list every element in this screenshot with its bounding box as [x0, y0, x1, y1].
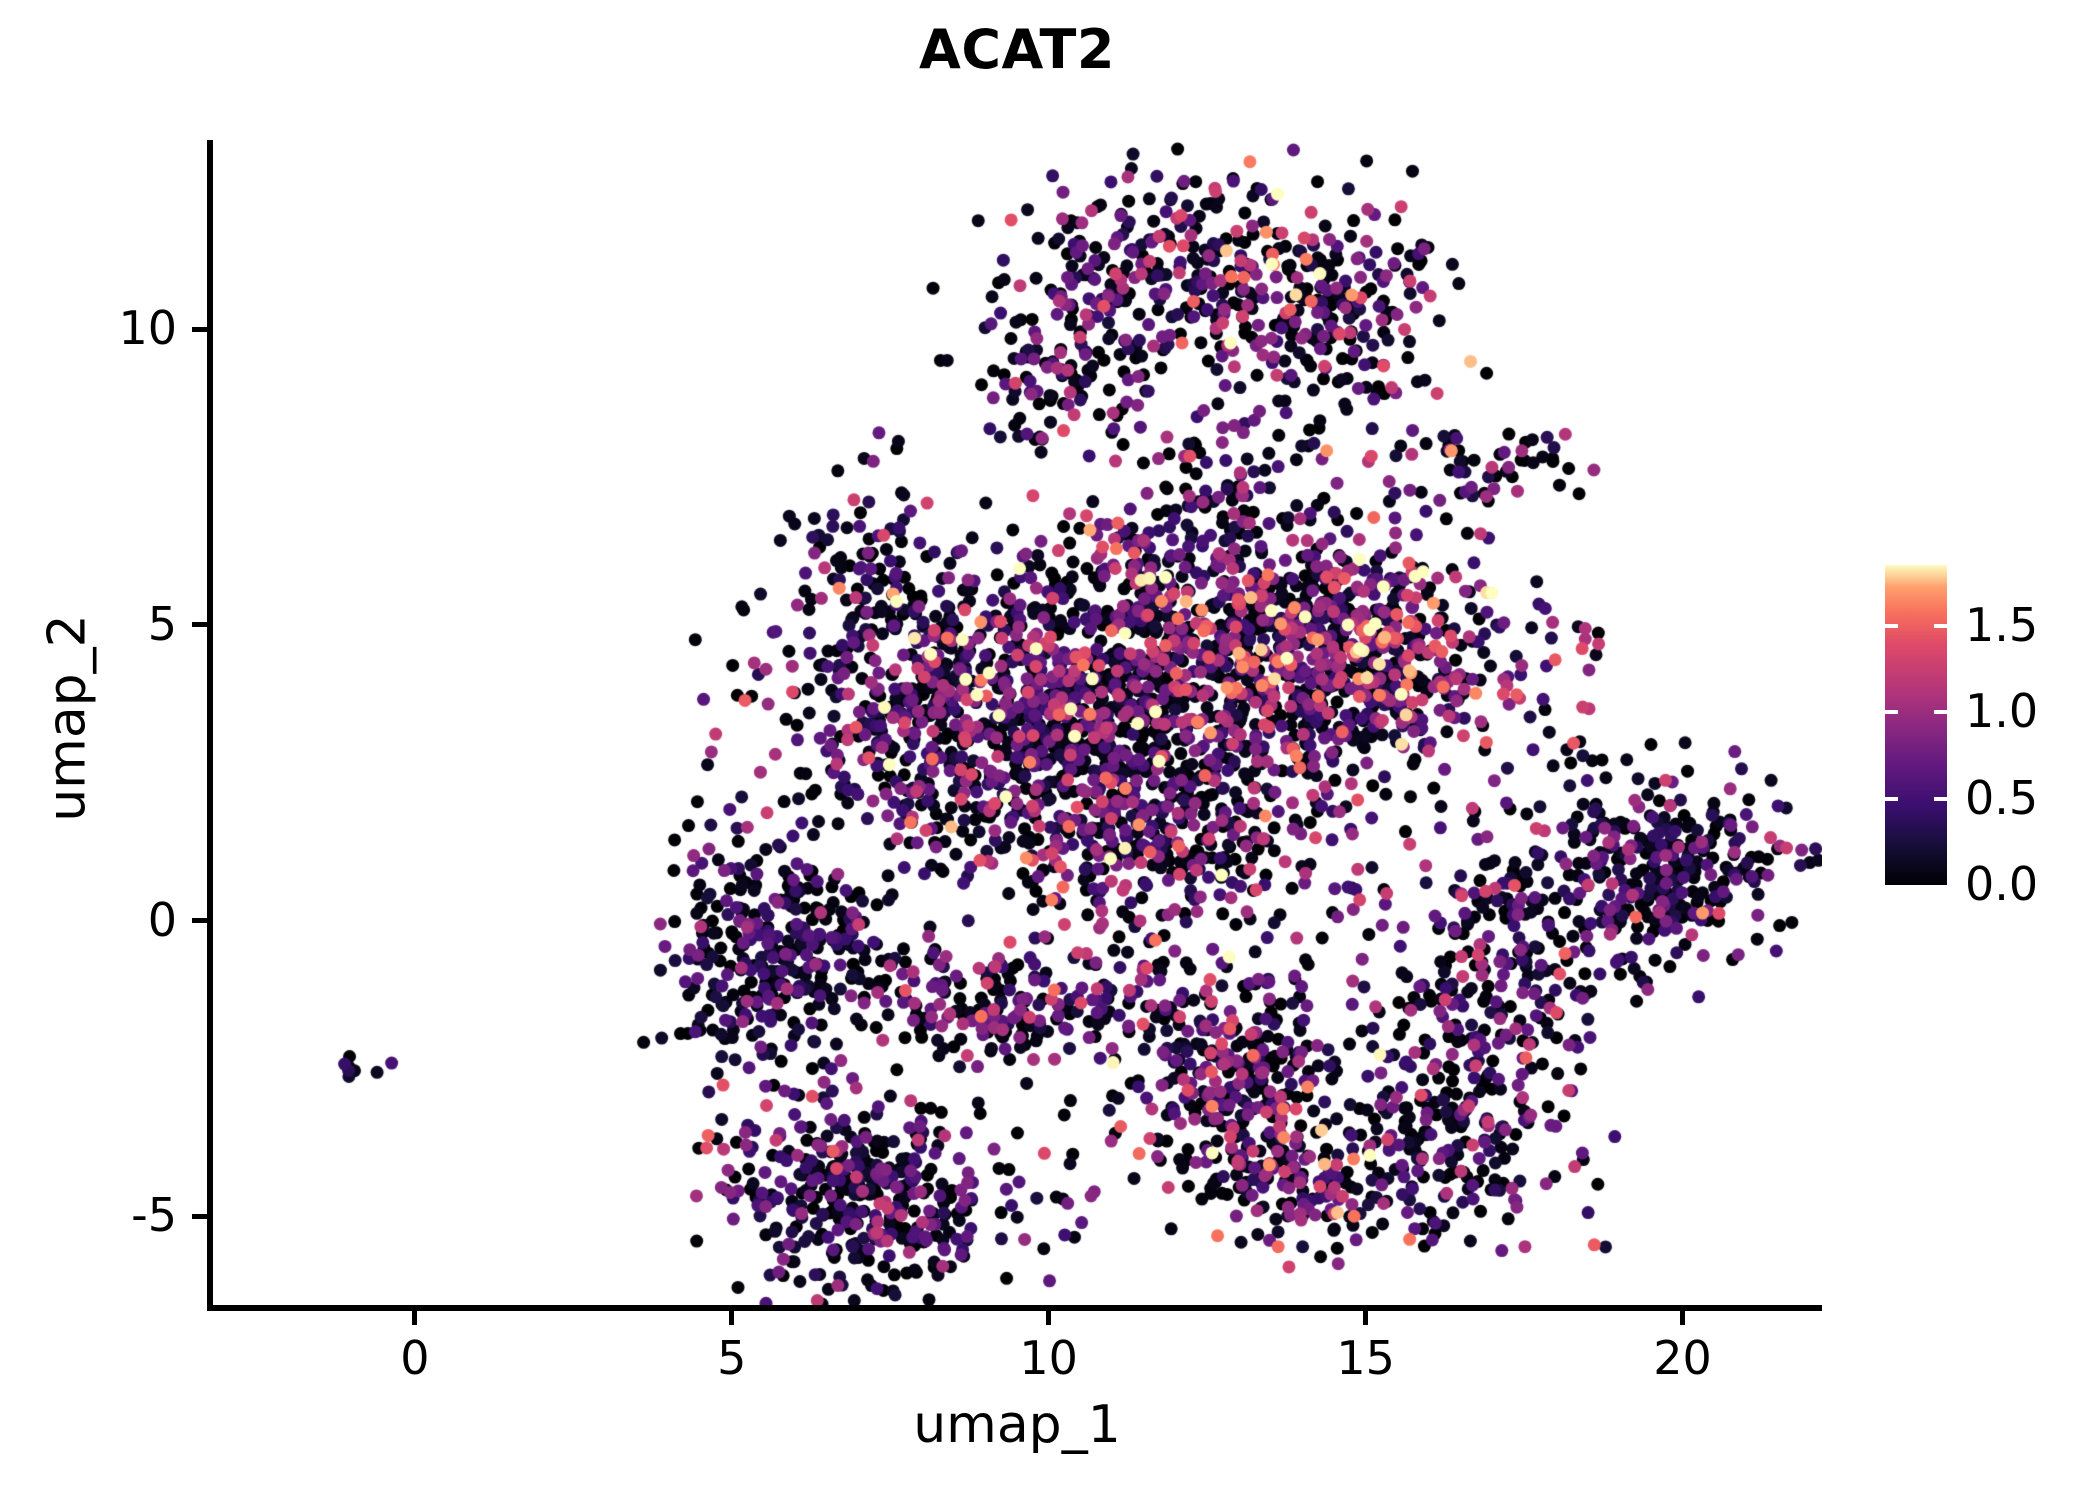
page-title: ACAT2 — [919, 18, 1115, 81]
x-tick-label: 10 — [1019, 1331, 1078, 1385]
y-tick-mark — [192, 918, 212, 924]
colorbar-label: 0.5 — [1965, 770, 2039, 825]
x-tick-label: 5 — [717, 1331, 747, 1385]
colorbar-tick — [1934, 623, 1947, 628]
scatter-points-canvas — [212, 140, 1822, 1305]
plot-axes-area — [212, 140, 1822, 1305]
colorbar-tick — [1885, 710, 1898, 715]
x-tick-mark — [1046, 1305, 1052, 1325]
x-axis-spine — [207, 1305, 1822, 1311]
x-tick-mark — [729, 1305, 735, 1325]
y-axis-spine — [207, 140, 213, 1311]
y-tick-mark — [192, 1213, 212, 1219]
colorbar-label: 1.5 — [1965, 597, 2039, 652]
y-tick-label: 0 — [147, 892, 177, 947]
colorbar-label: 0.0 — [1965, 857, 2039, 911]
x-tick-mark — [412, 1305, 418, 1325]
y-tick-label: -5 — [131, 1188, 177, 1243]
x-tick-label: 0 — [400, 1331, 430, 1385]
y-tick-mark — [192, 622, 212, 628]
x-axis-label: umap_1 — [913, 1395, 1121, 1455]
colorbar-gradient — [1885, 565, 1947, 885]
colorbar-label: 1.0 — [1965, 684, 2039, 739]
colorbar-tick — [1934, 710, 1947, 715]
x-tick-mark — [1363, 1305, 1369, 1325]
colorbar-tick — [1885, 796, 1898, 801]
x-tick-label: 20 — [1653, 1331, 1712, 1385]
y-axis-label: umap_2 — [37, 614, 98, 822]
colorbar-legend: 0.0 0.5 1.0 1.5 — [1885, 565, 2085, 907]
y-tick-label: 5 — [147, 596, 177, 651]
y-tick-mark — [192, 326, 212, 332]
colorbar-tick — [1885, 623, 1898, 628]
x-tick-label: 15 — [1336, 1331, 1395, 1385]
colorbar-tick — [1934, 796, 1947, 801]
y-tick-label: 10 — [118, 301, 177, 356]
x-tick-mark — [1680, 1305, 1686, 1325]
